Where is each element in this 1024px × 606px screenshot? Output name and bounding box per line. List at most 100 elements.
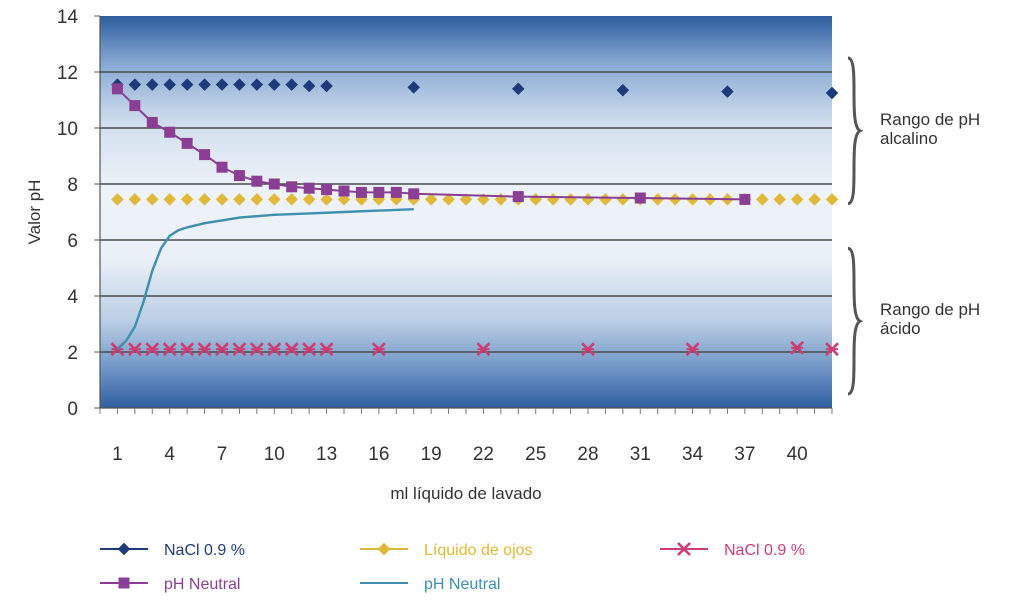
data-point [286, 181, 298, 193]
data-point [320, 79, 333, 93]
data-point [790, 193, 804, 206]
legend-label: pH Neutral [424, 576, 500, 593]
data-point [442, 193, 455, 206]
data-point [302, 79, 316, 93]
data-point [284, 342, 299, 357]
data-point [129, 100, 141, 112]
data-point [233, 170, 245, 182]
data-point [128, 78, 142, 91]
data-point [127, 342, 142, 357]
data-point [163, 193, 177, 206]
data-point [407, 81, 421, 94]
data-point [180, 78, 194, 91]
data-point [476, 342, 491, 357]
x-tick-label: 7 [217, 444, 228, 465]
range-label-line1: Rango de pH [880, 110, 980, 129]
data-point [197, 342, 212, 357]
data-point [250, 78, 264, 91]
data-point [251, 175, 263, 187]
y-tick-label: 8 [67, 175, 78, 196]
data-point [511, 82, 525, 96]
data-point [117, 542, 131, 556]
x-tick-label: 22 [473, 444, 494, 465]
data-point [739, 193, 751, 205]
x-tick-label: 25 [525, 444, 546, 465]
x-tick-label: 37 [734, 444, 755, 465]
x-tick-label: 16 [368, 444, 389, 465]
x-tick-label: 4 [164, 444, 175, 465]
range-label-line1: Rango de pH [880, 300, 980, 319]
y-tick-label: 0 [67, 399, 78, 420]
data-point [302, 193, 316, 206]
legend: NaCl 0.9 % Líquido de ojos NaCl 0.9 % pH Ne… [100, 542, 805, 593]
x-tick-label: 40 [787, 444, 808, 465]
data-point [267, 193, 281, 206]
series-0 [111, 78, 839, 100]
range-label-line2: ácido [880, 319, 921, 338]
range-brace [847, 56, 864, 206]
data-point [390, 186, 402, 198]
data-point [250, 193, 264, 206]
data-point [338, 185, 350, 197]
data-point [755, 193, 769, 206]
data-point [215, 78, 229, 91]
legend-entry: pH Neutral [100, 576, 240, 593]
x-tick-label: 19 [421, 444, 442, 465]
data-point [233, 193, 246, 206]
series-line [116, 208, 414, 351]
data-point [215, 342, 229, 357]
data-point [181, 137, 193, 149]
data-point [512, 191, 524, 203]
data-point [163, 78, 177, 91]
data-series [110, 78, 839, 357]
data-point [118, 577, 130, 589]
x-tick-label: 34 [682, 444, 704, 465]
data-point [373, 186, 385, 198]
y-tick-label: 4 [67, 287, 78, 308]
series-2 [110, 340, 839, 357]
y-tick-label: 10 [57, 119, 78, 140]
x-tick-label: 1 [112, 444, 123, 465]
data-point [267, 342, 282, 357]
data-point [111, 193, 124, 206]
legend-entry: NaCl 0.9 % [660, 542, 805, 559]
data-point [180, 193, 194, 206]
x-tick-label: 28 [577, 444, 598, 465]
data-point [808, 193, 821, 206]
x-axis-title: ml líquido de lavado [390, 484, 541, 503]
x-tick-label: 31 [630, 444, 651, 465]
gridlines [100, 71, 832, 353]
data-point [249, 342, 264, 357]
data-point [285, 193, 299, 206]
data-point [825, 342, 839, 357]
range-brace [847, 246, 864, 396]
data-point [825, 86, 839, 100]
data-point [459, 193, 473, 206]
data-point [634, 192, 646, 204]
data-point [685, 342, 700, 357]
data-point [162, 342, 177, 357]
data-point [232, 342, 247, 357]
y-tick-label: 14 [57, 7, 79, 28]
data-point [233, 78, 246, 91]
data-point [303, 182, 315, 194]
data-point [199, 149, 211, 161]
data-point [198, 78, 211, 91]
data-point [790, 340, 805, 355]
legend-label: NaCl 0.9 % [164, 542, 245, 559]
legend-label: pH Neutral [164, 576, 240, 593]
legend-entry: pH Neutral [360, 576, 500, 593]
data-point [285, 78, 299, 91]
y-tick-label: 2 [67, 343, 78, 364]
data-point [216, 161, 228, 173]
legend-entry: NaCl 0.9 % [100, 542, 245, 559]
data-point [180, 342, 195, 357]
data-point [146, 116, 158, 128]
data-point [164, 126, 176, 138]
x-tick-label: 13 [316, 444, 337, 465]
